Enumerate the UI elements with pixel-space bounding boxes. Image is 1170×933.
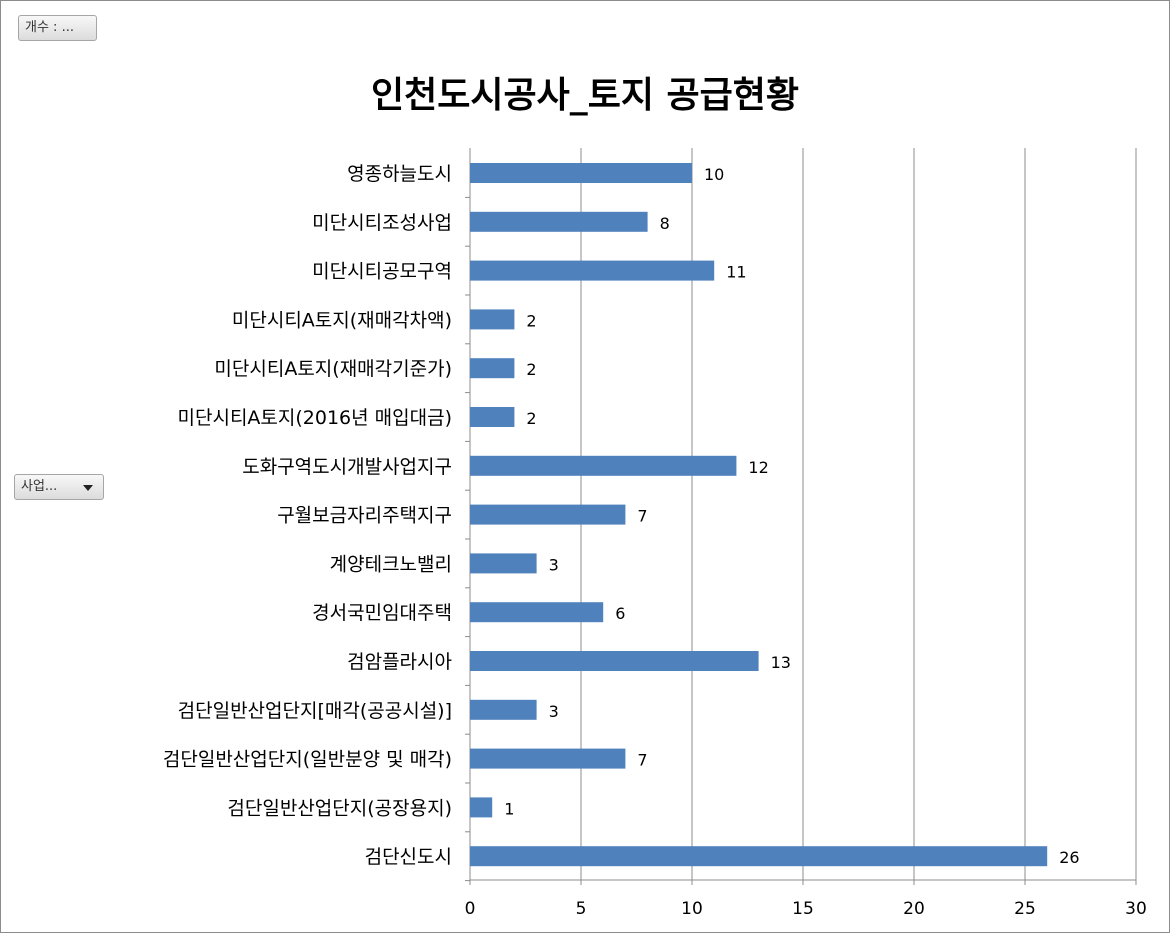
x-tick-label: 25 — [1014, 899, 1036, 919]
bar — [470, 309, 515, 330]
x-tick-label: 0 — [465, 899, 476, 919]
category-label: 미단시티조성사업 — [312, 212, 452, 234]
category-label: 검암플라시아 — [347, 651, 452, 673]
category-label: 검단일반산업단지[매각(공공시설)] — [178, 700, 452, 722]
bar — [470, 358, 515, 379]
dropdown-arrow-icon — [83, 485, 93, 491]
value-field-button[interactable]: 개수 : ... — [18, 15, 97, 41]
chart-title: 인천도시공사_토지 공급현황 — [371, 75, 799, 116]
category-label: 영종하늘도시 — [347, 163, 452, 185]
bar — [470, 407, 515, 427]
bar — [470, 797, 493, 818]
data-label: 13 — [771, 653, 791, 672]
axis-field-label: 사업... — [21, 479, 58, 494]
data-label: 7 — [637, 751, 647, 770]
axis-field-dropdown[interactable]: 사업... — [14, 474, 104, 500]
data-label: 3 — [549, 702, 559, 721]
category-label: 미단시티공모구역 — [312, 261, 452, 283]
data-label: 2 — [526, 409, 536, 428]
data-label: 26 — [1059, 848, 1079, 867]
category-label: 미단시티A토지(2016년 매입대금) — [178, 407, 453, 429]
data-label: 1 — [504, 799, 514, 818]
category-label: 미단시티A토지(재매각차액) — [232, 309, 452, 331]
x-tick-label: 10 — [681, 899, 703, 919]
data-label: 7 — [637, 507, 647, 526]
x-tick-label: 5 — [576, 899, 587, 919]
bar — [470, 651, 759, 671]
data-label: 12 — [748, 458, 768, 477]
bar — [470, 504, 626, 525]
data-label: 6 — [615, 604, 625, 623]
category-label: 계양테크노밸리 — [330, 553, 452, 575]
x-tick-label: 30 — [1125, 899, 1147, 919]
bar — [470, 455, 737, 476]
value-field-label: 개수 : ... — [25, 20, 74, 35]
x-tick-label: 20 — [903, 899, 925, 919]
bar — [470, 748, 626, 769]
category-label: 구월보금자리주택지구 — [277, 505, 452, 527]
bar — [470, 163, 692, 183]
bar — [470, 553, 537, 574]
bar — [470, 699, 537, 720]
data-label: 2 — [526, 311, 536, 330]
category-label: 경서국민임대주택 — [312, 602, 452, 624]
category-label: 미단시티A토지(재매각기준가) — [214, 358, 452, 380]
data-label: 10 — [704, 165, 724, 184]
data-label: 8 — [660, 214, 670, 233]
x-tick-label: 15 — [792, 899, 814, 919]
category-label: 검단일반산업단지(일반분양 및 매각) — [163, 749, 452, 771]
bar — [470, 846, 1048, 867]
data-label: 2 — [526, 360, 536, 379]
data-label: 11 — [726, 263, 746, 282]
category-label: 검단신도시 — [365, 846, 452, 868]
bar — [470, 602, 604, 623]
category-label: 검단일반산업단지(공장용지) — [227, 797, 452, 819]
category-label: 도화구역도시개발사업지구 — [242, 456, 452, 478]
data-label: 3 — [549, 555, 559, 574]
bar — [470, 211, 648, 232]
bar — [470, 260, 715, 281]
